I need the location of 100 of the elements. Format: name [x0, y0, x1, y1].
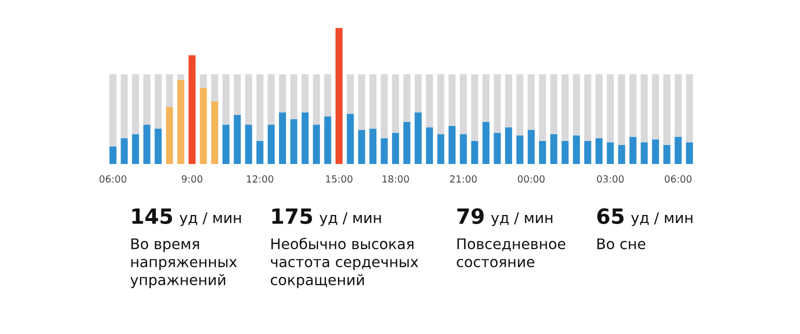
- bar: [516, 74, 524, 136]
- bar: [629, 136, 636, 164]
- bar: [369, 74, 376, 129]
- text: Повседневное состояние: [456, 238, 566, 268]
- bar: [143, 124, 150, 164]
- bar: [640, 142, 648, 164]
- bar: [312, 124, 320, 164]
- bar: [448, 126, 456, 164]
- bar: [437, 134, 444, 164]
- bar: [471, 140, 478, 164]
- bar: [448, 74, 456, 126]
- bar: [268, 124, 275, 164]
- text: 79: [457, 208, 484, 224]
- x-tick-label: 21:00: [450, 175, 477, 183]
- bar: [290, 119, 298, 164]
- bar: [302, 74, 309, 112]
- bar: [572, 135, 580, 164]
- bar: [166, 74, 173, 107]
- bar: [380, 138, 388, 164]
- bar: [494, 132, 501, 164]
- bar: [279, 112, 286, 164]
- bar: [629, 74, 636, 137]
- bar: [369, 128, 376, 164]
- bar: [674, 136, 682, 164]
- bar: [324, 74, 332, 116]
- bar: [572, 74, 580, 136]
- bar: [516, 135, 524, 164]
- bar: [414, 74, 422, 112]
- bar: [234, 115, 241, 164]
- bar: [222, 74, 230, 125]
- bar: [188, 55, 196, 164]
- text: уд / мин: [180, 212, 241, 226]
- x-tick-label: 15:00: [326, 175, 352, 183]
- bar: [618, 144, 626, 164]
- bar: [211, 74, 218, 102]
- bar: [562, 74, 569, 141]
- bar: [346, 74, 354, 114]
- x-tick-label: 06:00: [100, 175, 126, 183]
- bar: [403, 74, 410, 122]
- bar: [143, 74, 150, 125]
- bar: [290, 74, 298, 120]
- bar: [606, 74, 614, 142]
- bar: [652, 140, 660, 164]
- bar: [426, 127, 433, 164]
- bar: [482, 122, 490, 164]
- bar: [618, 74, 626, 145]
- bar: [460, 134, 467, 164]
- bar: [414, 112, 422, 164]
- bar: [336, 28, 343, 164]
- bar: [426, 74, 433, 128]
- bar: [324, 116, 332, 164]
- bar: [234, 74, 241, 116]
- bar: [166, 106, 173, 164]
- bar: [154, 74, 162, 129]
- bar: [200, 88, 207, 164]
- bar: [200, 74, 207, 88]
- text: 65: [597, 208, 624, 224]
- bar: [268, 74, 275, 125]
- bar: [380, 74, 388, 138]
- text: Во время напряженных упражнений: [130, 238, 237, 288]
- bar: [358, 74, 366, 130]
- bar: [120, 138, 128, 164]
- bar: [652, 74, 660, 140]
- bar: [584, 74, 592, 141]
- bar: [437, 74, 444, 134]
- x-tick-label: 18:00: [382, 175, 409, 183]
- x-tick-label: 12:00: [246, 175, 274, 183]
- bar: [346, 114, 354, 164]
- text: Необычно высокая частота сердечных сокращений: [270, 238, 418, 288]
- bar: [177, 74, 184, 80]
- bar: [256, 74, 264, 141]
- bar: [132, 74, 140, 134]
- bar: [584, 140, 592, 164]
- bar: [392, 132, 400, 164]
- x-tick-label: 00:00: [518, 175, 545, 183]
- bar: [538, 140, 546, 164]
- bar: [596, 138, 603, 164]
- bar: [222, 124, 230, 164]
- x-tick-label: 9:00: [182, 175, 202, 183]
- bar: [482, 74, 490, 122]
- text: уд / мин: [631, 212, 692, 226]
- bar: [245, 124, 252, 164]
- bar: [674, 74, 682, 137]
- bar: [663, 144, 670, 164]
- bar: [154, 128, 162, 164]
- bar: [312, 74, 320, 125]
- bar: [132, 134, 140, 164]
- bar: [302, 112, 309, 164]
- bar: [109, 74, 116, 146]
- bar: [686, 142, 693, 164]
- bar: [505, 127, 512, 164]
- bar: [505, 74, 512, 128]
- bar: [109, 146, 116, 164]
- text: уд / мин: [491, 212, 552, 226]
- bar: [245, 74, 252, 125]
- bar: [471, 74, 478, 141]
- text: уд / мин: [320, 212, 381, 226]
- bar: [606, 142, 614, 164]
- bar: [663, 74, 670, 145]
- text: 145: [132, 208, 172, 224]
